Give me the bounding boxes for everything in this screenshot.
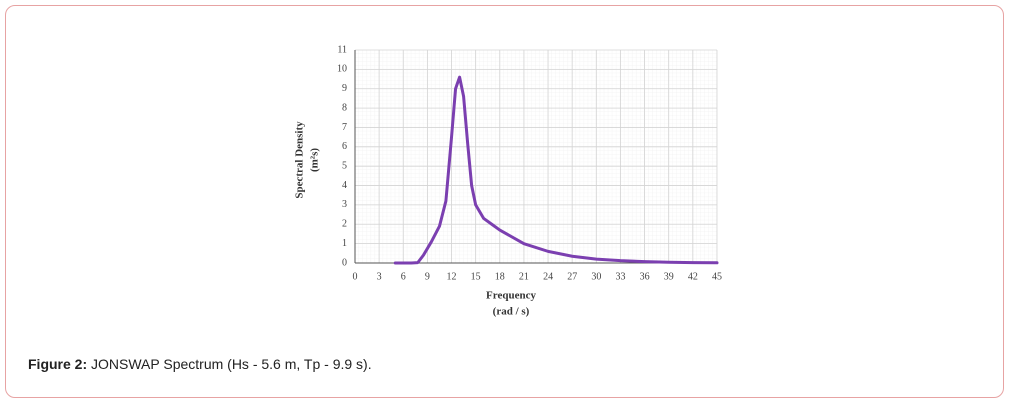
x-tick-label: 27: [567, 271, 577, 282]
y-tick-label: 7: [342, 122, 347, 133]
y-tick-label: 0: [342, 257, 347, 268]
x-tick-label: 3: [377, 271, 382, 282]
x-tick-label: 42: [688, 271, 698, 282]
caption-text: JONSWAP Spectrum (Hs - 5.6 m, Tp - 9.9 s…: [91, 356, 372, 372]
y-axis-unit: (m²s): [309, 148, 321, 172]
x-tick-label: 21: [519, 271, 529, 282]
x-tick-label: 18: [495, 271, 505, 282]
x-tick-label: 6: [401, 271, 406, 282]
y-tick-label: 1: [342, 238, 347, 249]
caption-label: Figure 2:: [28, 356, 88, 372]
x-tick-label: 12: [447, 271, 457, 282]
x-tick-label: 45: [712, 271, 722, 282]
x-tick-label: 33: [615, 271, 625, 282]
x-tick-label: 0: [353, 271, 358, 282]
x-tick-label: 24: [543, 271, 553, 282]
x-tick-label: 36: [640, 271, 650, 282]
y-tick-label: 8: [342, 102, 347, 113]
spectrum-line: [393, 75, 719, 265]
x-tick-label: 39: [664, 271, 674, 282]
x-axis-label: Frequency: [486, 290, 536, 302]
y-tick-label: 9: [342, 83, 347, 94]
caption: Figure 2: JONSWAP Spectrum (Hs - 5.6 m, …: [28, 356, 372, 372]
x-axis-unit: (rad / s): [493, 306, 530, 318]
y-tick-label: 11: [337, 44, 347, 55]
figure-frame: [5, 5, 1004, 398]
y-tick-label: 4: [342, 180, 347, 191]
y-tick-label: 5: [342, 160, 347, 171]
x-tick-label: 15: [471, 271, 481, 282]
y-tick-label: 3: [342, 199, 347, 210]
y-axis-label: Spectral Density: [294, 121, 306, 199]
y-tick-label: 6: [342, 141, 347, 152]
x-tick-label: 9: [425, 271, 430, 282]
y-tick-label: 10: [337, 64, 347, 75]
y-tick-label: 2: [342, 219, 347, 230]
minor-grid: [355, 50, 717, 263]
x-tick-label: 30: [591, 271, 601, 282]
